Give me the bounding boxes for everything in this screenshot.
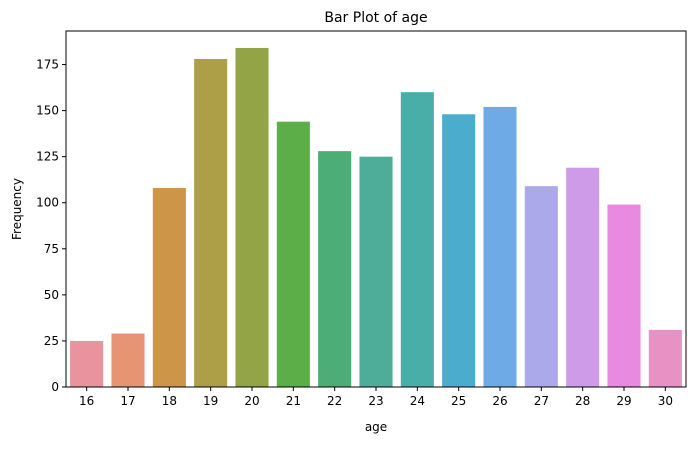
y-tick-label: 25	[44, 334, 59, 348]
x-tick-label: 28	[575, 394, 590, 408]
x-tick-label: 25	[451, 394, 466, 408]
bar-19	[194, 59, 228, 388]
x-tick-label: 17	[120, 394, 135, 408]
x-axis: 16 17 18 19 20 21 22 23 24 25 26 27 28 29 30	[79, 387, 673, 408]
x-tick-label: 22	[327, 394, 342, 408]
x-tick-label: 24	[410, 394, 425, 408]
bar-22	[318, 151, 352, 387]
y-axis-label: Frequency	[10, 178, 24, 240]
x-axis-label: age	[365, 420, 387, 434]
bar-17	[111, 333, 145, 387]
plot-frame	[65, 30, 687, 388]
bar-24	[400, 92, 434, 388]
x-tick-label: 27	[534, 394, 549, 408]
bar-23	[359, 156, 393, 387]
x-tick-label: 30	[658, 394, 673, 408]
x-tick-label: 16	[79, 394, 94, 408]
bar-16	[70, 340, 104, 387]
bar-21	[276, 121, 310, 387]
bar-20	[235, 47, 269, 387]
x-tick-label: 29	[616, 394, 631, 408]
chart-title: Bar Plot of age	[324, 10, 427, 26]
y-tick-label: 50	[44, 288, 59, 302]
y-tick-label: 100	[36, 196, 59, 210]
bar-27	[524, 186, 558, 387]
bar-29	[607, 204, 641, 387]
x-tick-label: 18	[162, 394, 177, 408]
x-tick-label: 19	[203, 394, 218, 408]
x-tick-label: 26	[492, 394, 507, 408]
bar-30	[648, 329, 682, 387]
bar-18	[152, 187, 186, 387]
bar-28	[566, 167, 600, 387]
x-tick-label: 23	[368, 394, 383, 408]
bar-25	[442, 114, 476, 388]
y-tick-label: 125	[36, 150, 59, 164]
y-axis: 0 25 50 75 100 125 150 175	[36, 58, 66, 394]
y-tick-label: 75	[44, 242, 59, 256]
y-tick-label: 0	[51, 380, 59, 394]
y-tick-label: 150	[36, 104, 59, 118]
bar-26	[483, 106, 517, 388]
bars-group	[70, 47, 682, 388]
y-tick-label: 175	[36, 58, 59, 72]
x-tick-label: 20	[244, 394, 259, 408]
x-tick-label: 21	[286, 394, 301, 408]
